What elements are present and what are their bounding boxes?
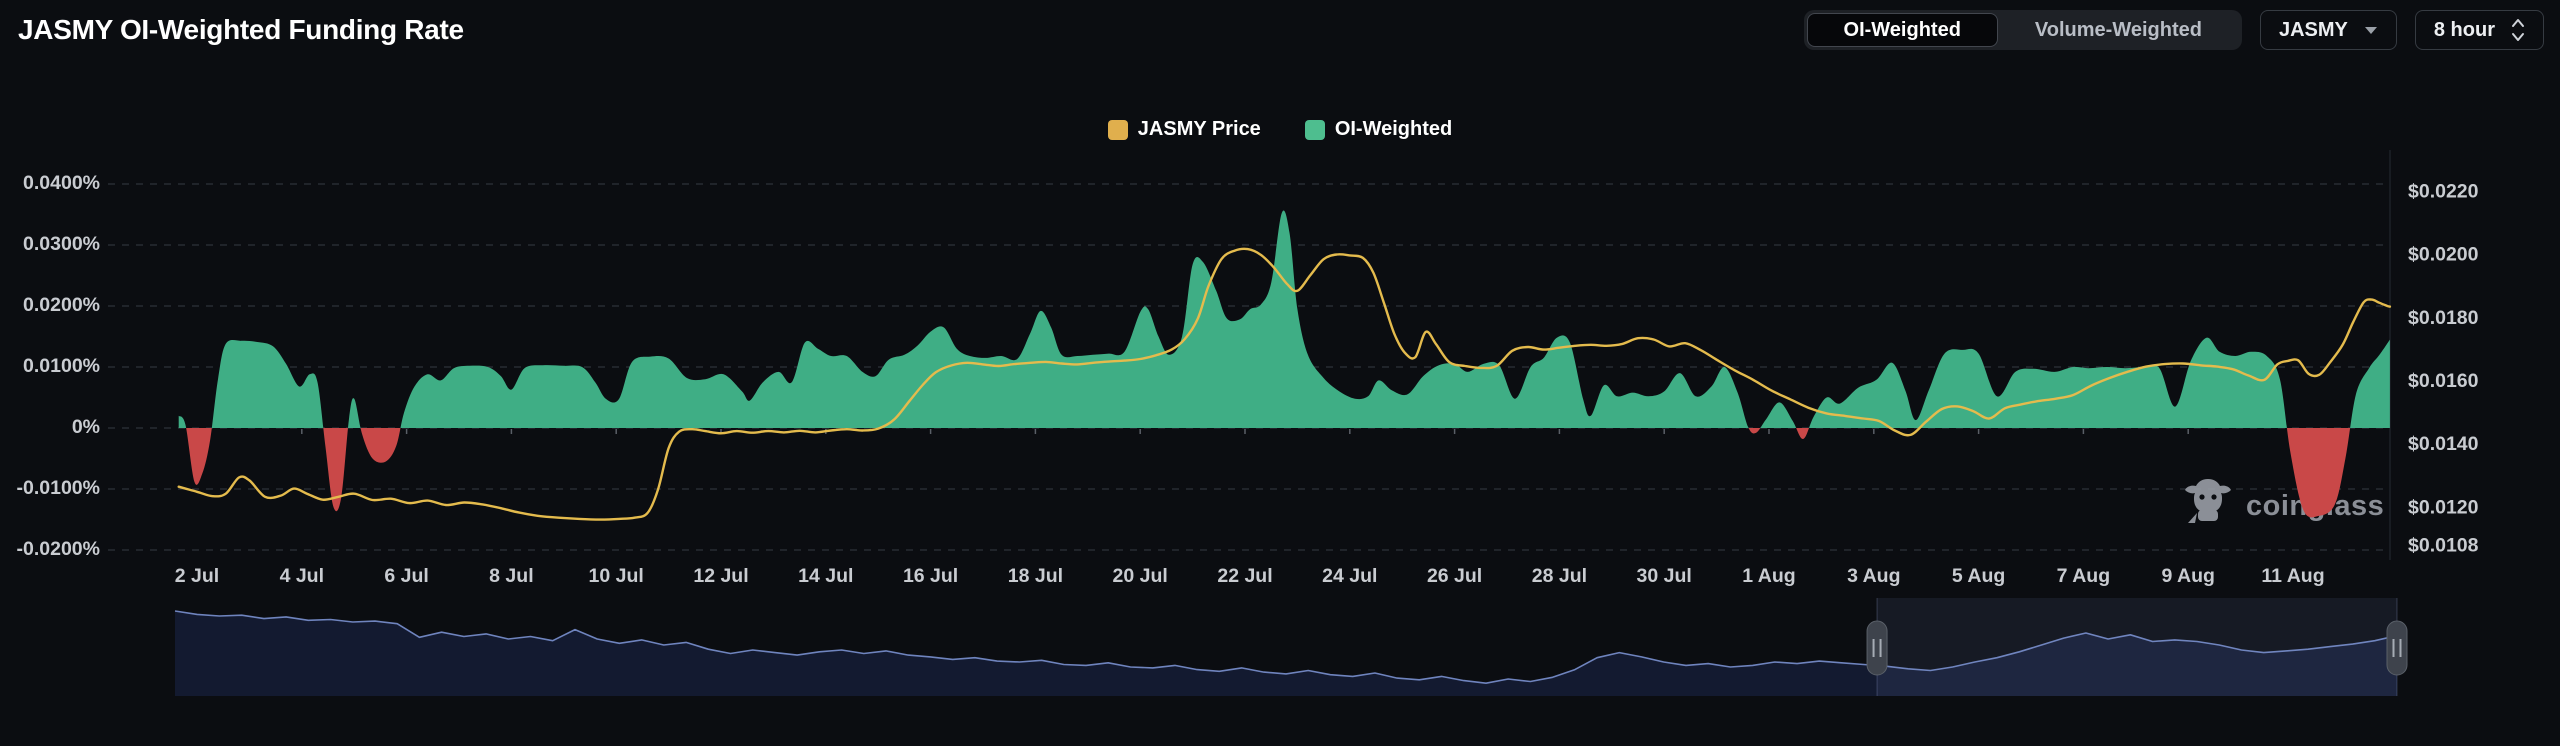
page-title: JASMY OI-Weighted Funding Rate — [18, 14, 464, 45]
svg-text:16 Jul: 16 Jul — [903, 565, 958, 587]
svg-text:26 Jul: 26 Jul — [1427, 565, 1482, 587]
navigator-right-handle[interactable] — [2386, 620, 2408, 676]
symbol-dropdown-value: JASMY — [2278, 18, 2348, 41]
svg-text:28 Jul: 28 Jul — [1532, 565, 1587, 587]
symbol-dropdown[interactable]: JASMY — [2259, 10, 2397, 50]
svg-text:30 Jul: 30 Jul — [1637, 565, 1692, 587]
svg-text:0.0300%: 0.0300% — [23, 233, 100, 255]
navigator-line — [174, 610, 2398, 684]
oi-weighted-legend-swatch — [1304, 119, 1325, 140]
svg-text:0%: 0% — [72, 416, 100, 438]
svg-text:0.0100%: 0.0100% — [23, 355, 100, 377]
legend-item-oi-weighted[interactable]: OI-Weighted — [1304, 118, 1453, 141]
svg-text:2 Jul: 2 Jul — [175, 565, 219, 587]
chart-controls: OI-Weighted Volume-Weighted JASMY 8 hour — [1803, 10, 2544, 50]
navigator-selection[interactable] — [1877, 598, 2397, 696]
svg-text:-0.0100%: -0.0100% — [17, 477, 100, 499]
x-axis-ticks — [196, 429, 2294, 434]
svg-text:$0.0220: $0.0220 — [2408, 180, 2479, 202]
svg-text:$0.0108: $0.0108 — [2408, 534, 2479, 556]
svg-text:4 Jul: 4 Jul — [280, 565, 324, 587]
x-axis-labels: 2 Jul 4 Jul 6 Jul 8 Jul 10 Jul 12 Jul 14 Jul 16… — [175, 565, 2325, 587]
svg-text:20 Jul: 20 Jul — [1113, 565, 1168, 587]
svg-text:$0.0180: $0.0180 — [2408, 307, 2479, 329]
price-line — [177, 247, 2392, 521]
left-axis-labels: 0.0400% 0.0300% 0.0200% 0.0100% 0% -0.0100% -0… — [17, 172, 100, 560]
svg-text:$0.0140: $0.0140 — [2408, 433, 2479, 455]
svg-text:12 Jul: 12 Jul — [693, 565, 748, 587]
svg-text:18 Jul: 18 Jul — [1008, 565, 1063, 587]
legend-item-price[interactable]: JASMY Price — [1107, 118, 1261, 141]
svg-text:$0.0120: $0.0120 — [2408, 496, 2479, 518]
weighting-toggle: OI-Weighted Volume-Weighted — [1803, 10, 2242, 50]
tab-oi-weighted[interactable]: OI-Weighted — [1806, 13, 1998, 47]
svg-text:14 Jul: 14 Jul — [798, 565, 853, 587]
up-down-arrows-icon — [2512, 19, 2524, 41]
svg-text:8 Jul: 8 Jul — [489, 565, 533, 587]
chart-legend: JASMY Price OI-Weighted — [0, 118, 2560, 141]
interval-dropdown-value: 8 hour — [2433, 18, 2495, 41]
navigator[interactable] — [174, 598, 2408, 696]
oi-weighted-area — [178, 210, 2390, 518]
svg-text:24 Jul: 24 Jul — [1322, 565, 1377, 587]
svg-text:$0.0200: $0.0200 — [2408, 244, 2479, 266]
navigator-left-handle[interactable] — [1866, 620, 1888, 676]
tab-volume-weighted[interactable]: Volume-Weighted — [1998, 13, 2239, 47]
svg-text:$0.0160: $0.0160 — [2408, 370, 2479, 392]
svg-text:0.0200%: 0.0200% — [23, 294, 100, 316]
bull-icon — [2185, 479, 2231, 513]
right-axis-labels: $0.0220 $0.0200 $0.0180 $0.0160 $0.0140 $0.01… — [2408, 180, 2479, 556]
svg-text:3 Aug: 3 Aug — [1847, 565, 1900, 587]
svg-text:5 Aug: 5 Aug — [1952, 565, 2005, 587]
svg-text:22 Jul: 22 Jul — [1217, 565, 1272, 587]
svg-text:11 Aug: 11 Aug — [2261, 565, 2324, 587]
price-legend-label: JASMY Price — [1137, 118, 1261, 140]
navigator-area — [175, 611, 2397, 696]
svg-text:7 Aug: 7 Aug — [2057, 565, 2110, 587]
svg-text:1 Aug: 1 Aug — [1742, 565, 1795, 587]
svg-text:10 Jul: 10 Jul — [589, 565, 644, 587]
svg-text:6 Jul: 6 Jul — [384, 565, 428, 587]
svg-text:-0.0200%: -0.0200% — [17, 538, 100, 560]
svg-text:0.0400%: 0.0400% — [23, 172, 100, 194]
svg-text:9 Aug: 9 Aug — [2161, 565, 2214, 587]
price-legend-swatch — [1107, 119, 1128, 140]
coinglass-watermark: coinglass — [2185, 479, 2384, 523]
interval-dropdown[interactable]: 8 hour — [2414, 10, 2544, 50]
caret-down-icon — [2364, 26, 2377, 34]
oi-weighted-legend-label: OI-Weighted — [1334, 118, 1453, 140]
